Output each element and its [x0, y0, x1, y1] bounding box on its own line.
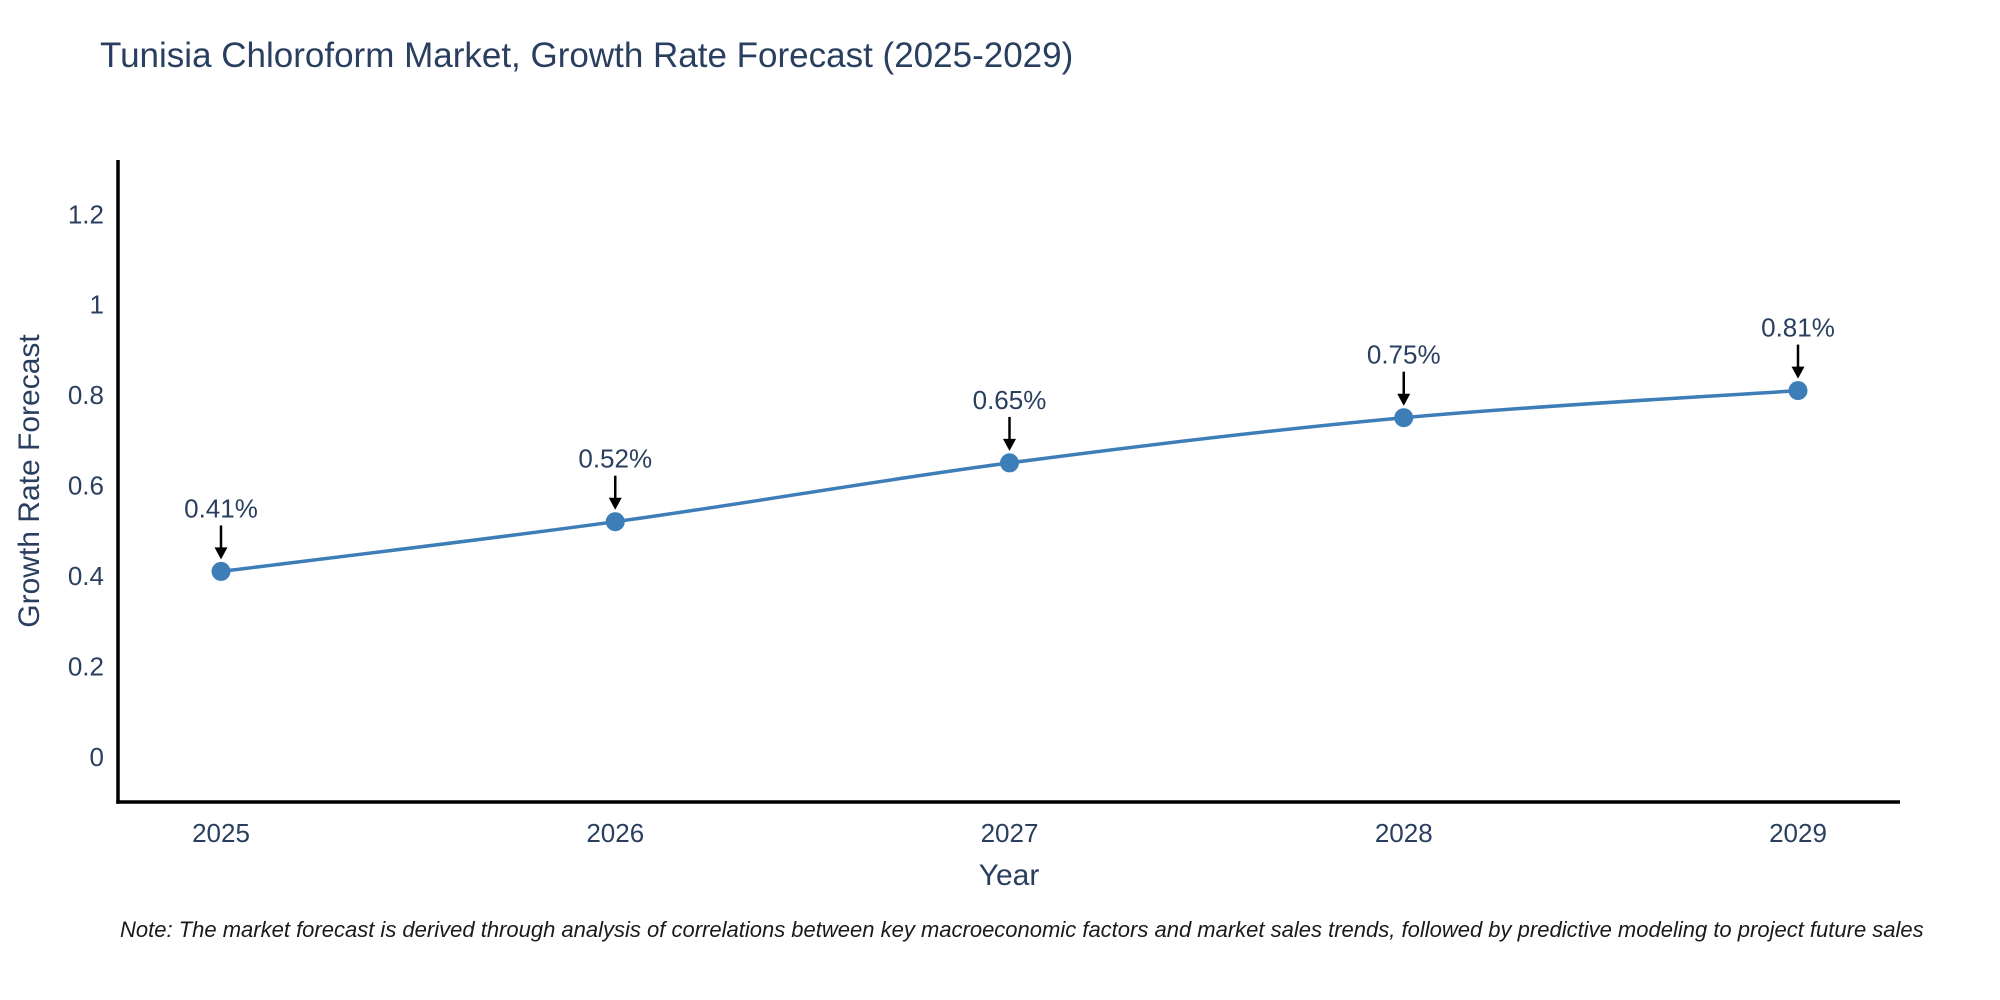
y-tick-label: 0.8: [68, 380, 104, 410]
y-tick-label: 0.6: [68, 471, 104, 501]
data-point[interactable]: [1788, 381, 1808, 401]
data-label: 0.41%: [184, 493, 258, 523]
x-tick-label: 2028: [1375, 818, 1433, 848]
data-point[interactable]: [605, 512, 625, 532]
x-tick-label: 2025: [192, 818, 250, 848]
annotation-arrowhead-icon: [1397, 393, 1411, 406]
footnote: Note: The market forecast is derived thr…: [120, 917, 1924, 942]
data-label: 0.81%: [1761, 313, 1835, 343]
annotation-arrowhead-icon: [214, 547, 228, 560]
y-tick-label: 0: [90, 742, 104, 772]
data-label: 0.52%: [578, 444, 652, 474]
y-tick-label: 1.2: [68, 199, 104, 229]
x-tick-label: 2029: [1769, 818, 1827, 848]
x-tick-label: 2026: [586, 818, 644, 848]
x-axis-title: Year: [978, 859, 1040, 892]
annotation-arrowhead-icon: [1003, 438, 1016, 451]
y-axis-title: Growth Rate Forecast: [13, 334, 46, 628]
y-tick-label: 1: [90, 290, 104, 320]
data-point[interactable]: [1394, 408, 1414, 428]
y-tick-label: 0.2: [68, 651, 104, 681]
y-tick-label: 0.4: [68, 561, 104, 591]
annotation-arrowhead-icon: [608, 497, 622, 510]
data-label: 0.65%: [973, 385, 1047, 415]
chart-title: Tunisia Chloroform Market, Growth Rate F…: [100, 36, 1074, 75]
data-label: 0.75%: [1367, 340, 1441, 370]
annotation-arrowhead-icon: [1791, 366, 1805, 379]
data-point[interactable]: [211, 561, 231, 581]
data-point[interactable]: [1000, 453, 1019, 473]
x-tick-label: 2027: [981, 818, 1039, 848]
